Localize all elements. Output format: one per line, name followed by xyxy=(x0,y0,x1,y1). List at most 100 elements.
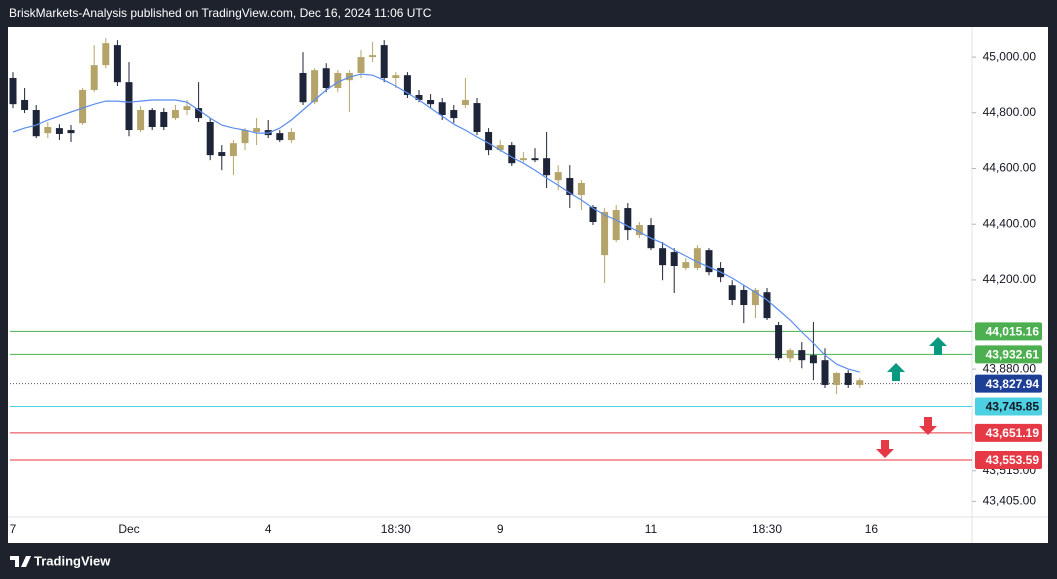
candle-body xyxy=(438,102,446,116)
candle-body xyxy=(624,208,632,231)
signal-arrows xyxy=(876,337,947,458)
candle-body xyxy=(775,325,783,359)
level-tag-label: 43,651.19 xyxy=(986,426,1040,440)
x-tick-label: 4 xyxy=(265,522,272,536)
candle-body xyxy=(218,152,226,156)
candle-body xyxy=(577,182,585,195)
footer-logo: TradingView xyxy=(10,553,111,568)
candle-body xyxy=(183,106,191,111)
candle-body xyxy=(809,355,817,364)
x-tick-label: 18:30 xyxy=(752,522,782,536)
candle-body xyxy=(276,133,284,141)
candle-body xyxy=(821,360,829,385)
candle-body xyxy=(601,211,609,256)
candle-body xyxy=(9,77,17,105)
candle-body xyxy=(844,372,852,385)
candle-body xyxy=(659,248,667,266)
candle-body xyxy=(137,110,145,131)
candle-body xyxy=(160,111,168,128)
candle-body xyxy=(798,350,806,361)
candle-body xyxy=(125,82,133,131)
y-tick-label: 43,880.00 xyxy=(983,361,1037,375)
candle-body xyxy=(566,177,574,195)
y-tick-label: 44,600.00 xyxy=(983,161,1037,175)
y-tick-label: 43,405.00 xyxy=(983,494,1037,508)
y-tick-label: 44,800.00 xyxy=(983,105,1037,119)
y-tick-label: 45,000.00 xyxy=(983,49,1037,63)
candle-body xyxy=(833,372,841,385)
candle-body xyxy=(786,350,794,359)
candle-body xyxy=(427,99,435,105)
candle-body xyxy=(415,94,423,100)
candle-body xyxy=(763,292,771,319)
x-tick-label: Dec xyxy=(118,522,139,536)
candle-body xyxy=(369,55,377,58)
candle-body xyxy=(90,65,98,90)
candle-body xyxy=(148,110,156,128)
level-tag-label: 44,015.16 xyxy=(986,325,1040,339)
candle-body xyxy=(334,72,342,89)
candle-body xyxy=(287,132,295,141)
candle-body xyxy=(322,68,330,89)
level-tag xyxy=(975,451,1042,470)
plot: 45,000.00 44,800.00 44,600.00 44,400.00 44,2… xyxy=(8,27,1048,543)
candle-body xyxy=(113,45,121,83)
level-tag-label: 43,827.94 xyxy=(986,377,1040,391)
candle-body xyxy=(670,252,678,267)
logo-mark xyxy=(10,556,31,567)
candle-body xyxy=(253,128,261,133)
candle-body xyxy=(508,145,516,164)
x-tick-label: 11 xyxy=(645,522,658,536)
level-tag xyxy=(975,345,1042,364)
down-arrow xyxy=(876,440,894,458)
level-tag xyxy=(975,423,1042,442)
candle-body xyxy=(55,128,63,134)
candle-body xyxy=(311,70,319,103)
candle-body xyxy=(496,145,504,151)
candle-body xyxy=(461,99,469,105)
candle-body xyxy=(102,43,110,66)
candle-body xyxy=(79,89,87,124)
candle-body xyxy=(612,210,620,241)
chart-panel xyxy=(8,27,1048,543)
candle-body xyxy=(32,110,40,137)
level-tag xyxy=(975,374,1042,393)
down-arrow xyxy=(919,417,937,435)
candle-body xyxy=(485,132,493,151)
candle-body xyxy=(357,57,365,73)
candle-body xyxy=(647,225,655,249)
candle-body xyxy=(589,206,597,222)
candle-body xyxy=(206,121,214,156)
candle-body xyxy=(450,110,458,119)
candle-body xyxy=(171,110,179,119)
candle-body xyxy=(392,75,400,78)
candle-body xyxy=(195,108,203,119)
moving-average xyxy=(12,73,860,373)
candle-body xyxy=(543,158,551,176)
candle-body xyxy=(44,127,52,134)
candle-body xyxy=(229,143,237,156)
candle-body xyxy=(531,158,539,161)
candle-body xyxy=(299,72,307,103)
candle-body xyxy=(241,130,249,144)
candle-body xyxy=(67,130,75,134)
x-tick-label: 16 xyxy=(865,522,879,536)
candle-body xyxy=(380,45,388,78)
candle-body xyxy=(403,75,411,95)
candle-body xyxy=(693,248,701,268)
candle-body xyxy=(635,225,643,236)
y-tick-label: 44,200.00 xyxy=(983,272,1037,286)
x-tick-label: 18:30 xyxy=(381,522,411,536)
candle-body xyxy=(751,289,759,306)
candle-body xyxy=(856,380,864,385)
candle-body xyxy=(21,99,29,111)
level-tag-label: 43,553.59 xyxy=(986,453,1040,467)
level-tag-label: 43,932.61 xyxy=(986,348,1040,362)
publish-note: BriskMarkets-Analysis published on Tradi… xyxy=(9,6,432,20)
y-tick-label: 44,400.00 xyxy=(983,216,1037,230)
candle-body xyxy=(519,158,527,161)
level-tag xyxy=(975,397,1042,416)
level-tag-label: 43,745.85 xyxy=(986,400,1040,414)
candle-body xyxy=(705,250,713,273)
